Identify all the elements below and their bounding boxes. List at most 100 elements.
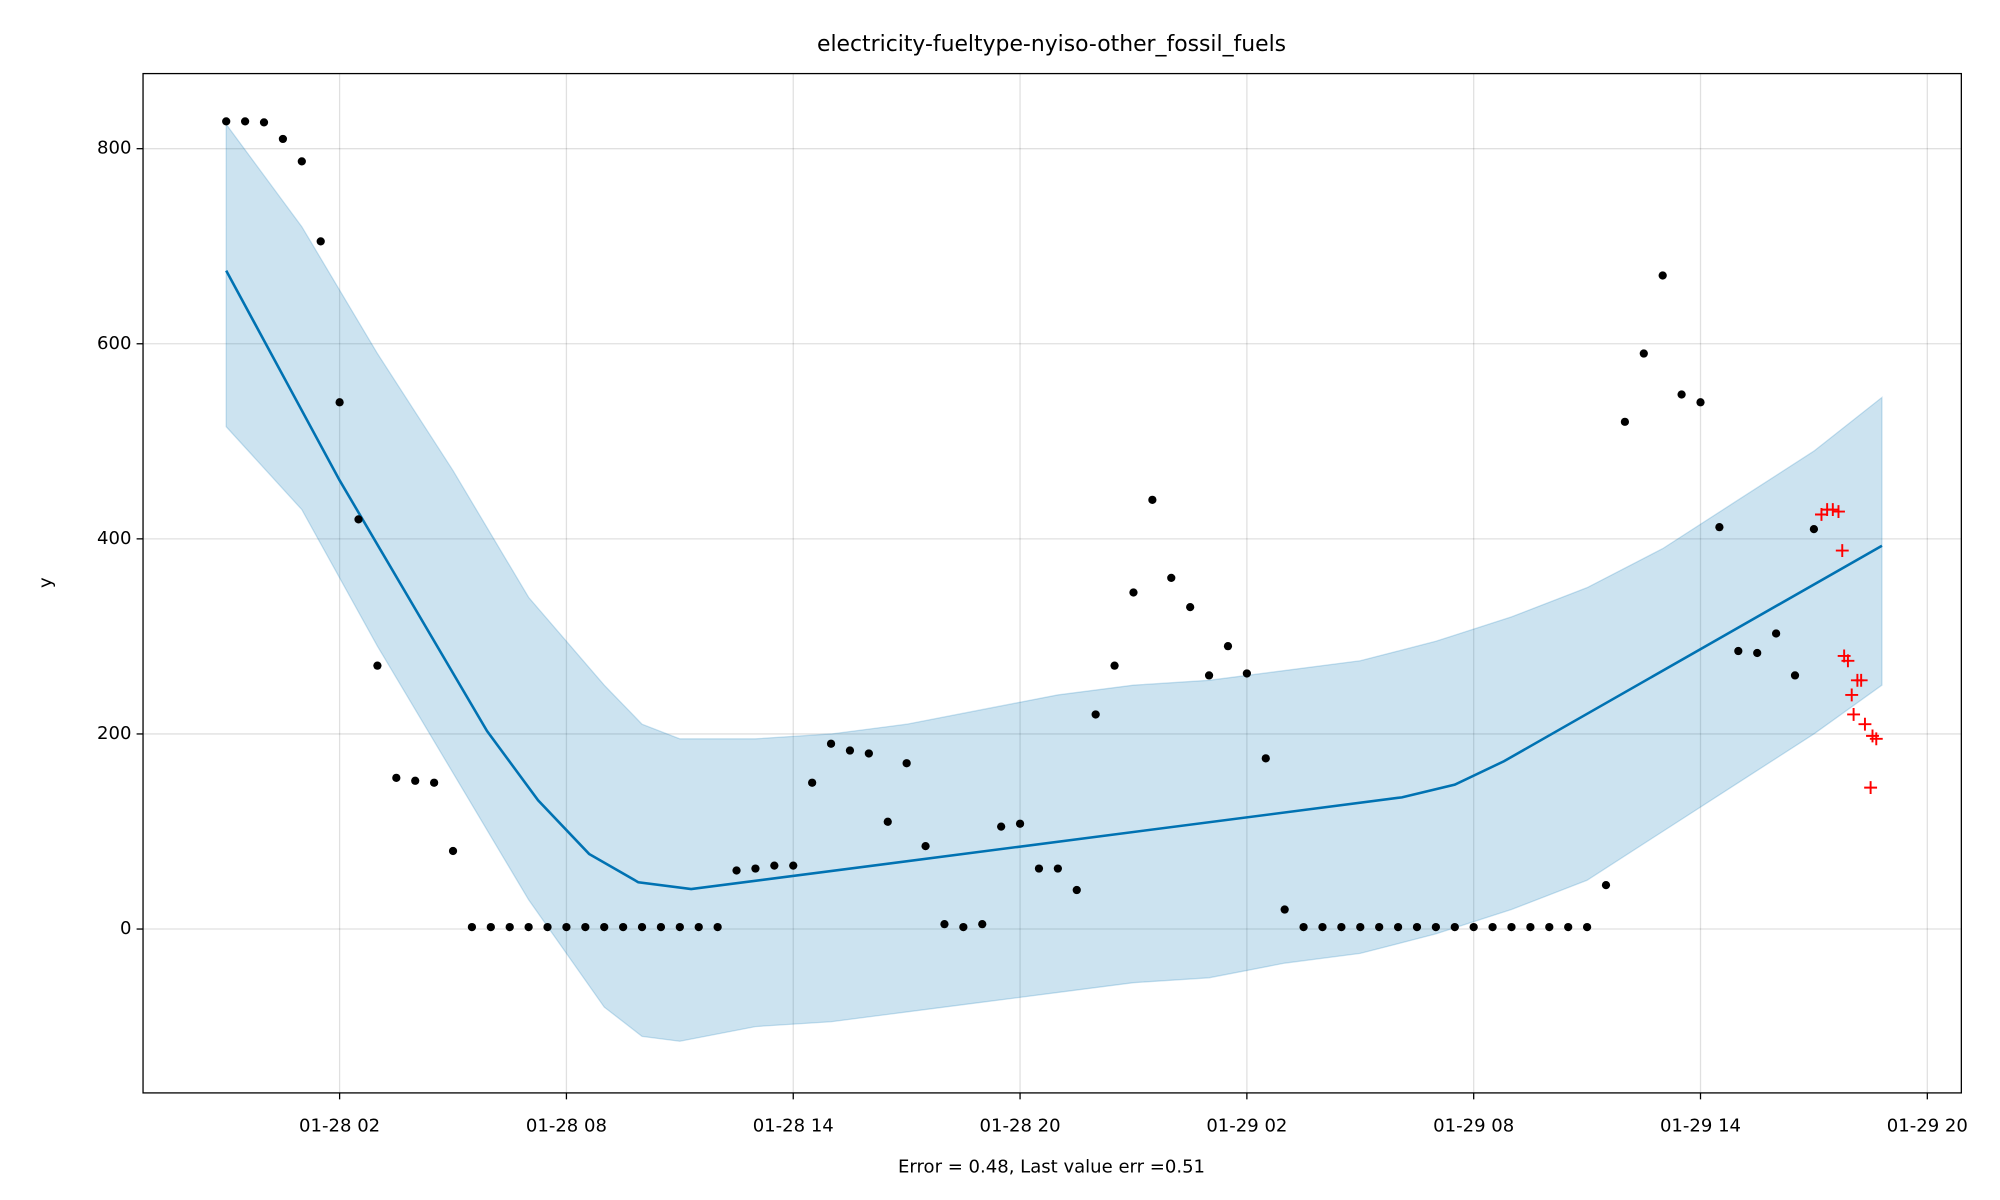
actual-point — [1858, 717, 1872, 731]
observed-point — [1223, 642, 1233, 651]
observed-point — [1450, 922, 1459, 932]
actual-point — [1869, 732, 1883, 746]
observed-point — [1658, 271, 1667, 280]
observed-point — [222, 117, 231, 126]
observed-point — [1034, 864, 1044, 873]
observed-point — [1753, 648, 1762, 658]
observed-point — [1204, 671, 1214, 680]
uncertainty-band — [225, 122, 1883, 1042]
observed-point — [1393, 922, 1403, 932]
x-tick-label: 01-28 14 — [753, 1115, 834, 1136]
observed-point — [278, 134, 288, 144]
observed-point — [373, 661, 382, 670]
observed-point — [562, 922, 571, 932]
observed-point — [524, 922, 533, 932]
observed-point — [864, 749, 873, 758]
observed-point — [940, 920, 949, 929]
observed-point — [297, 157, 306, 166]
observed-point — [1148, 495, 1157, 504]
actual-point — [1835, 544, 1849, 558]
x-tick-label: 01-29 20 — [1887, 1115, 1968, 1136]
x-tick-label: 01-29 08 — [1433, 1115, 1514, 1136]
y-axis-label: y — [35, 577, 56, 588]
observed-point — [637, 922, 647, 932]
observed-point — [505, 922, 514, 932]
x-axis-label: Error = 0.48, Last value err =0.51 — [898, 1157, 1205, 1178]
observed-point — [1507, 922, 1516, 932]
chart-title: electricity-fueltype-nyiso-other_fossil_… — [817, 32, 1286, 57]
x-tick-label: 01-29 02 — [1206, 1115, 1287, 1136]
observed-point — [354, 515, 363, 524]
observed-point — [619, 922, 628, 932]
observed-point — [789, 861, 798, 870]
observed-point — [694, 922, 703, 932]
observed-point — [411, 776, 420, 785]
observed-point — [581, 922, 590, 932]
observed-point — [259, 118, 269, 127]
observed-point — [751, 864, 760, 873]
y-tick-label: 600 — [97, 333, 131, 354]
x-tick-label: 01-28 20 — [980, 1115, 1061, 1136]
observed-point — [448, 846, 458, 856]
forecast-line — [225, 270, 1883, 891]
plot-frame — [142, 72, 1962, 1094]
observed-point — [1809, 524, 1819, 534]
y-tick-label: 0 — [120, 918, 131, 939]
observed-point — [1072, 885, 1081, 895]
actual-point — [1847, 708, 1861, 721]
observed-point — [1771, 629, 1781, 638]
observed-point — [1242, 669, 1251, 678]
observed-point — [1639, 349, 1648, 358]
observed-point — [543, 922, 552, 932]
observed-point — [1186, 603, 1195, 612]
observed-point — [1601, 881, 1611, 890]
observed-point — [675, 922, 684, 932]
actual-point — [1864, 781, 1878, 795]
x-tick-label: 01-28 02 — [299, 1115, 380, 1136]
observed-point — [1356, 922, 1365, 932]
observed-point — [808, 778, 817, 787]
observed-point — [1545, 922, 1554, 932]
observed-point — [1715, 523, 1724, 532]
x-tick-label: 01-29 14 — [1660, 1115, 1741, 1136]
observed-point — [1412, 922, 1422, 932]
observed-point — [1790, 671, 1800, 680]
observed-point — [1431, 922, 1441, 932]
observed-point — [978, 920, 987, 929]
observed-point — [732, 866, 741, 875]
observed-point — [1564, 922, 1573, 932]
observed-point — [1299, 922, 1308, 932]
observed-point — [1488, 922, 1497, 932]
observed-point — [467, 922, 477, 932]
observed-point — [1677, 390, 1686, 399]
observed-point — [1582, 922, 1592, 932]
observed-point — [1167, 573, 1176, 583]
observed-point — [392, 773, 401, 782]
observed-point — [1318, 922, 1327, 932]
observed-point — [429, 778, 439, 787]
observed-point — [335, 398, 344, 407]
observed-point — [1469, 922, 1478, 932]
observed-point — [656, 922, 666, 932]
observed-point — [713, 922, 722, 932]
y-tick-label: 800 — [97, 138, 131, 159]
observed-point — [883, 817, 892, 826]
x-tick-label: 01-28 08 — [526, 1115, 607, 1136]
observed-point — [600, 922, 609, 932]
y-tick-label: 400 — [97, 528, 131, 549]
observed-point — [1091, 710, 1100, 719]
observed-point — [240, 117, 250, 126]
actual-point — [1826, 503, 1840, 517]
observed-point — [1110, 661, 1119, 670]
actual-point — [1832, 505, 1845, 518]
observed-point — [826, 739, 836, 748]
observed-point — [1053, 864, 1062, 873]
observed-point — [770, 861, 779, 870]
actual-point — [1845, 688, 1859, 702]
observed-point — [1280, 905, 1289, 914]
observed-point — [1734, 646, 1743, 656]
observed-point — [1337, 922, 1346, 932]
observed-point — [1696, 398, 1705, 407]
observed-point — [959, 922, 968, 932]
